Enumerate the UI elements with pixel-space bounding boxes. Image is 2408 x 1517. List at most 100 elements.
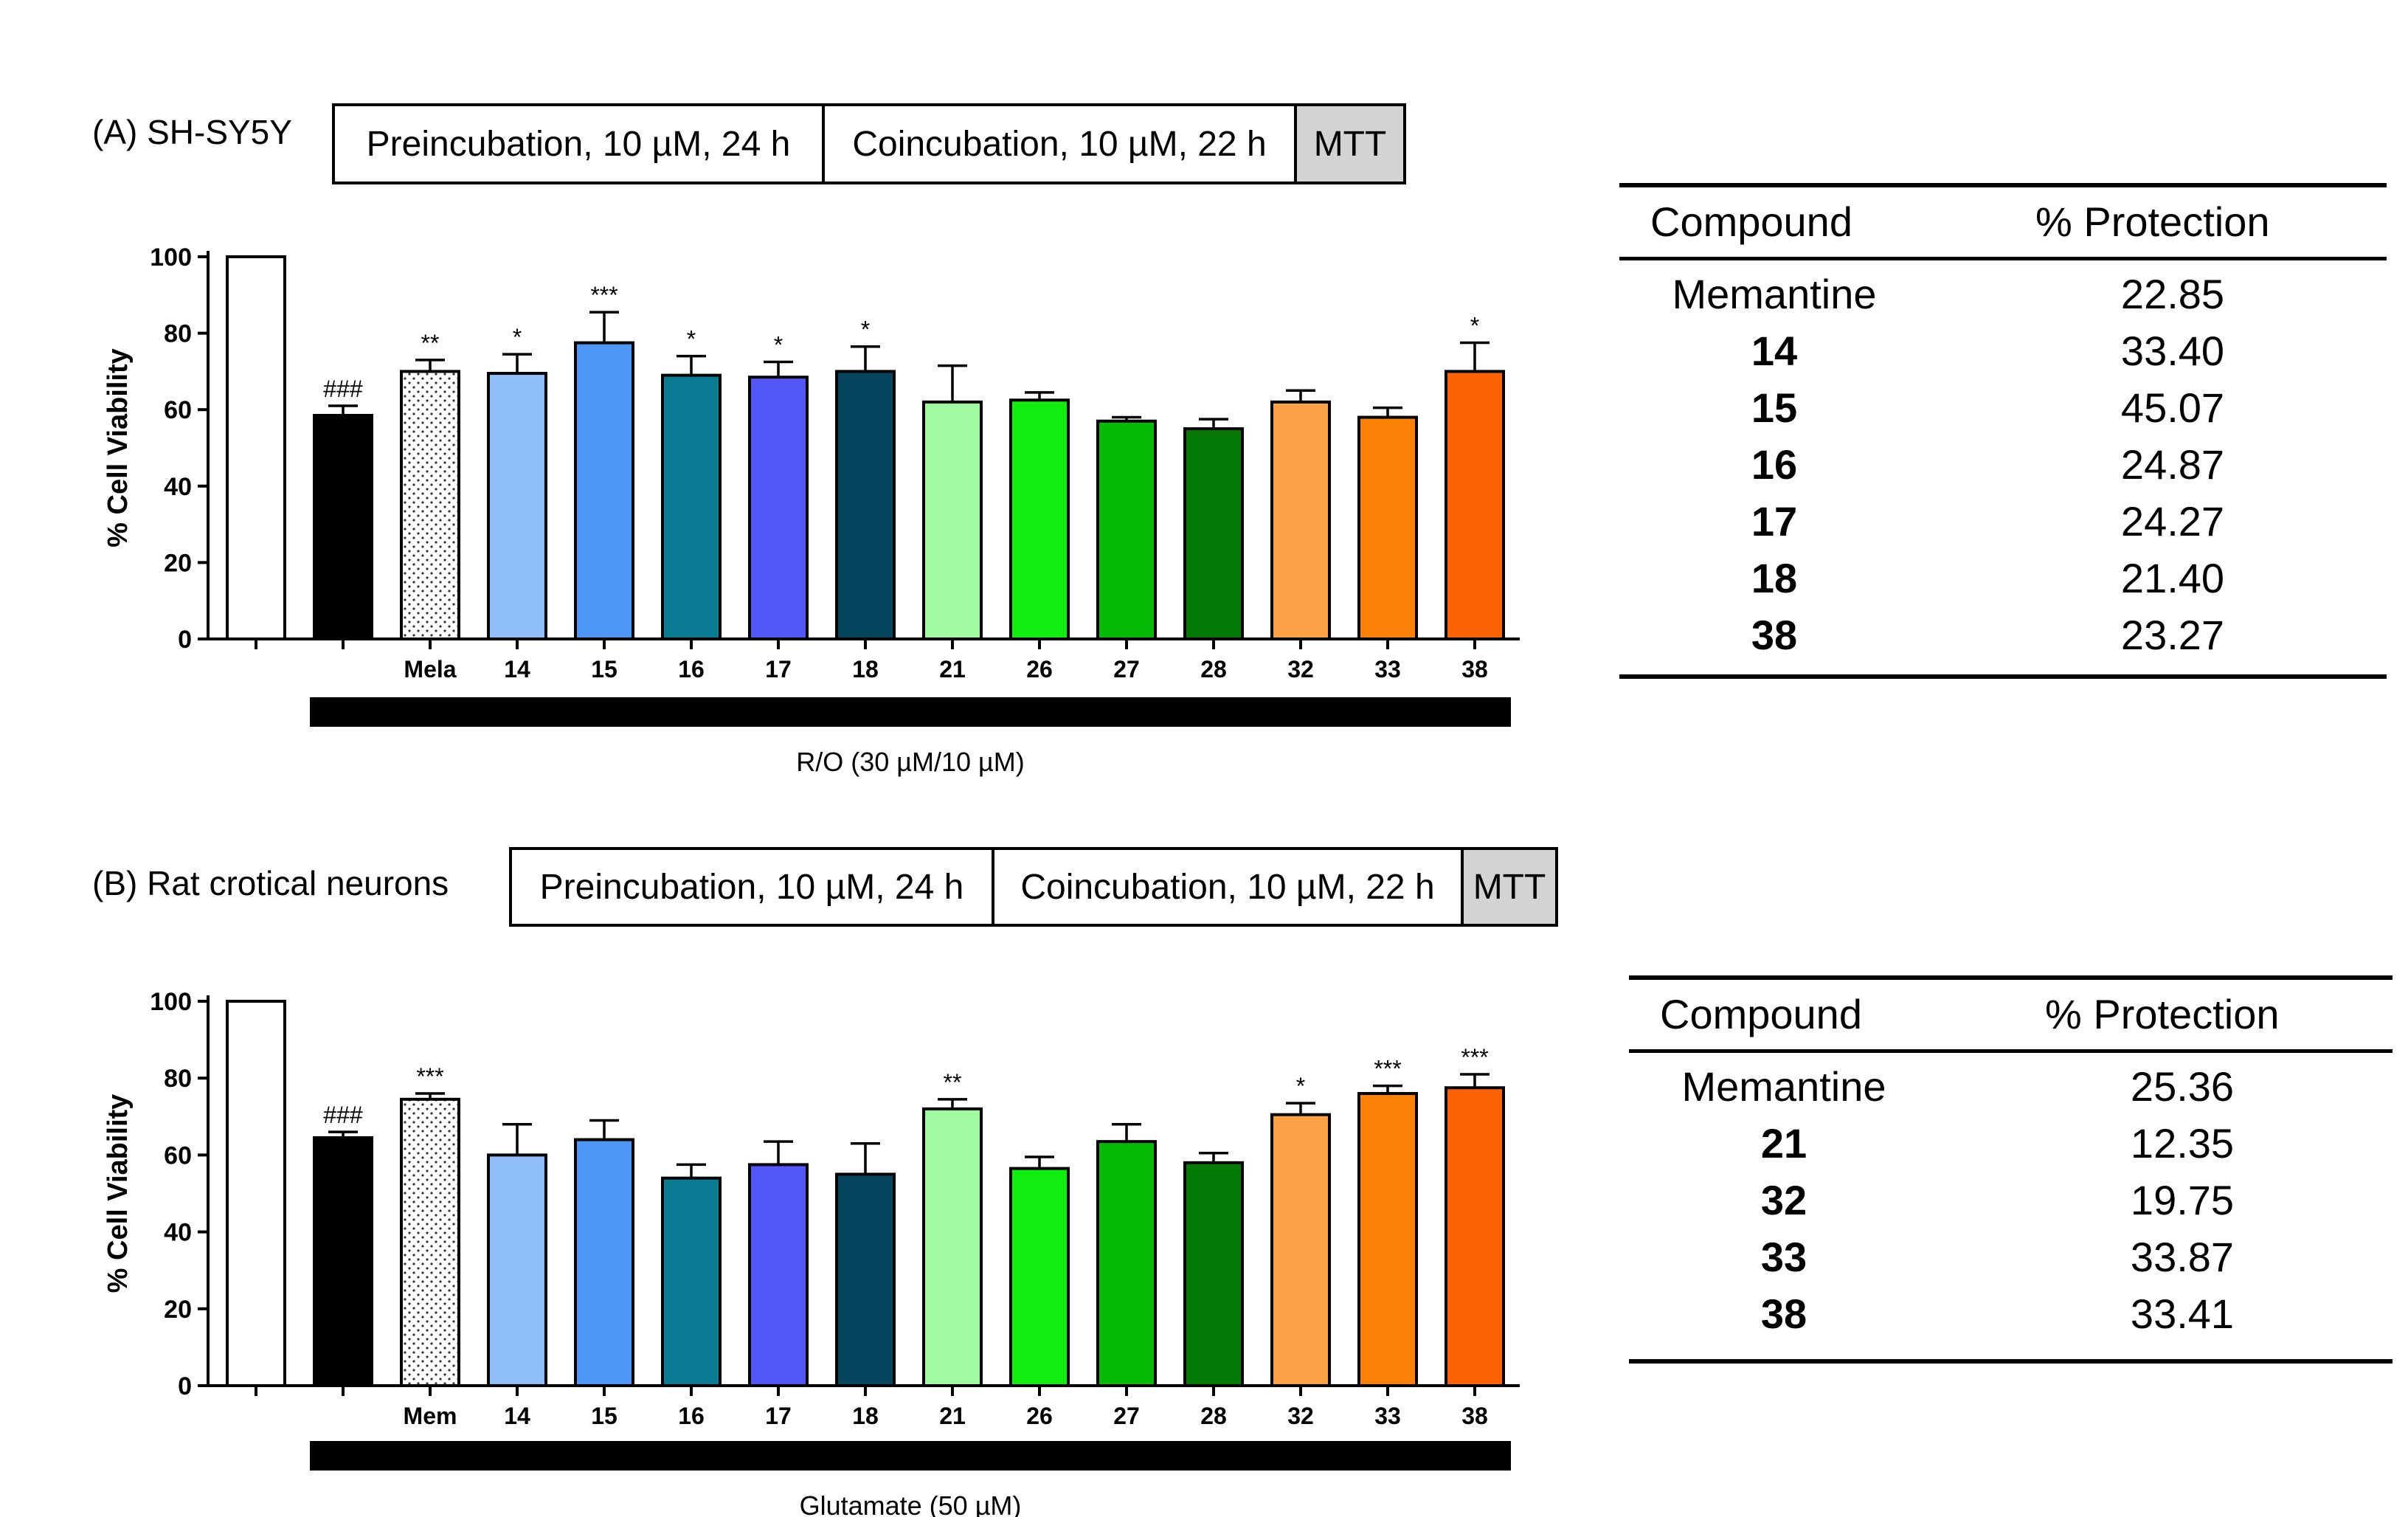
panel-b-preincubation-box: Preincubation, 10 µM, 24 h (509, 847, 994, 927)
significance-mark: * (1296, 1073, 1305, 1099)
x-tick-label: Mela (404, 656, 456, 683)
table-a-header-protection: % Protection (2035, 198, 2270, 245)
x-tick-label: 15 (591, 1403, 617, 1429)
bar (1009, 1167, 1070, 1387)
x-tick-label: 38 (1461, 1403, 1488, 1429)
significance-mark: *** (1461, 1044, 1488, 1071)
table-a-header-rule (1619, 257, 2387, 260)
x-tick-label: 28 (1200, 656, 1227, 683)
significance-mark: ### (323, 376, 363, 402)
bar (574, 1138, 634, 1388)
y-tick-label: 100 (150, 988, 192, 1016)
bar (922, 1107, 983, 1387)
table-a-cell-compound: 14 (1751, 328, 1798, 374)
table-a-top-rule (1619, 183, 2387, 187)
x-tick-label: 18 (852, 656, 879, 683)
bar (574, 341, 634, 640)
treatment-bar (310, 697, 1511, 727)
y-axis-label: % Cell Viability (103, 348, 134, 547)
x-tick-label: 32 (1287, 656, 1314, 683)
table-b-cell-compound: 38 (1760, 1290, 1807, 1337)
table-b-cell-value: 33.41 (2130, 1290, 2235, 1337)
x-tick-label: 14 (504, 656, 530, 683)
y-tick-label: 60 (164, 1141, 192, 1169)
table-a-cell-compound: 15 (1751, 384, 1798, 431)
y-tick-label: 0 (178, 1372, 192, 1400)
table-b-cell-value: 25.36 (2130, 1063, 2235, 1110)
bar (400, 1097, 460, 1387)
bar (661, 373, 722, 640)
table-a-cell-compound: 17 (1751, 498, 1798, 545)
y-axis-label: % Cell Viability (103, 1094, 134, 1293)
table-b-header-compound: Compound (1660, 991, 1862, 1037)
bar (748, 1163, 809, 1388)
treatment-label: Glutamate (50 µM) (800, 1490, 1022, 1517)
table-a: Compound % Protection Memantine 22.85 14… (1619, 183, 2387, 682)
significance-mark: *** (1374, 1056, 1401, 1082)
x-tick-label: 33 (1374, 1403, 1401, 1429)
bar (1270, 400, 1331, 641)
table-a-cell-value: 24.87 (2120, 441, 2225, 488)
table-a-header-compound: Compound (1650, 198, 1852, 245)
bar (835, 370, 896, 640)
table-a-cell-compound: 16 (1751, 441, 1798, 488)
table-a-cell-value: 21.40 (2120, 555, 2225, 601)
table-b-header-rule (1629, 1049, 2393, 1053)
table-b-cell-value: 19.75 (2130, 1177, 2235, 1223)
x-tick-label: 26 (1026, 656, 1053, 683)
x-tick-label: 17 (765, 656, 792, 683)
panel-a-label: (A) SH-SY5Y (92, 113, 292, 151)
x-tick-label: 27 (1113, 656, 1140, 683)
bar (313, 413, 373, 640)
bar (1183, 1161, 1244, 1387)
significance-mark: * (687, 326, 696, 353)
bar (1445, 370, 1505, 640)
significance-mark: *** (416, 1063, 443, 1090)
bar (1009, 398, 1070, 640)
x-tick-label: 26 (1026, 1403, 1053, 1429)
panel-b-mtt-box: MTT (1461, 847, 1558, 927)
x-tick-label: 21 (939, 1403, 966, 1429)
table-b-cell-value: 33.87 (2130, 1234, 2235, 1280)
table-a-bottom-rule (1619, 674, 2387, 679)
bar (313, 1136, 373, 1387)
panel-b-label: (B) Rat crotical neurons (92, 864, 449, 902)
table-a-cell-value: 33.40 (2120, 328, 2225, 374)
y-tick-label: 40 (164, 1219, 192, 1247)
significance-mark: ### (323, 1102, 363, 1128)
y-tick-label: 20 (164, 549, 192, 577)
treatment-bar (310, 1441, 1511, 1471)
bar (1096, 419, 1157, 640)
x-tick-label: 33 (1374, 656, 1401, 683)
table-b-cell-compound: 33 (1760, 1234, 1807, 1280)
x-tick-label: Mem (404, 1403, 457, 1429)
x-tick-label: 27 (1113, 1403, 1140, 1429)
x-tick-label: 14 (504, 1403, 530, 1429)
bar (1357, 1092, 1418, 1388)
y-tick-label: 60 (164, 396, 192, 424)
y-tick-label: 80 (164, 320, 192, 348)
bar (1357, 415, 1418, 640)
bar (661, 1176, 722, 1388)
bar (1445, 1086, 1505, 1387)
table-a-cell-compound: Memantine (1672, 271, 1877, 317)
bar (226, 255, 286, 640)
treatment-label: R/O (30 µM/10 µM) (796, 747, 1025, 777)
table-b-cell-compound: Memantine (1681, 1063, 1886, 1110)
panel-a-preincubation-box: Preincubation, 10 µM, 24 h (332, 103, 825, 184)
table-b-cell-compound: 21 (1760, 1120, 1807, 1167)
x-tick-label: 38 (1461, 656, 1488, 683)
x-tick-label: 21 (939, 656, 966, 683)
table-a-cell-value: 24.27 (2120, 498, 2225, 545)
table-b-bottom-rule (1629, 1359, 2393, 1364)
significance-mark: ** (421, 330, 440, 356)
table-a-cell-value: 22.85 (2120, 271, 2225, 317)
significance-mark: *** (590, 282, 617, 308)
significance-mark: * (774, 331, 783, 358)
y-tick-label: 40 (164, 473, 192, 501)
y-tick-label: 20 (164, 1296, 192, 1324)
significance-mark: * (861, 317, 870, 343)
table-a-cell-value: 45.07 (2120, 384, 2225, 431)
